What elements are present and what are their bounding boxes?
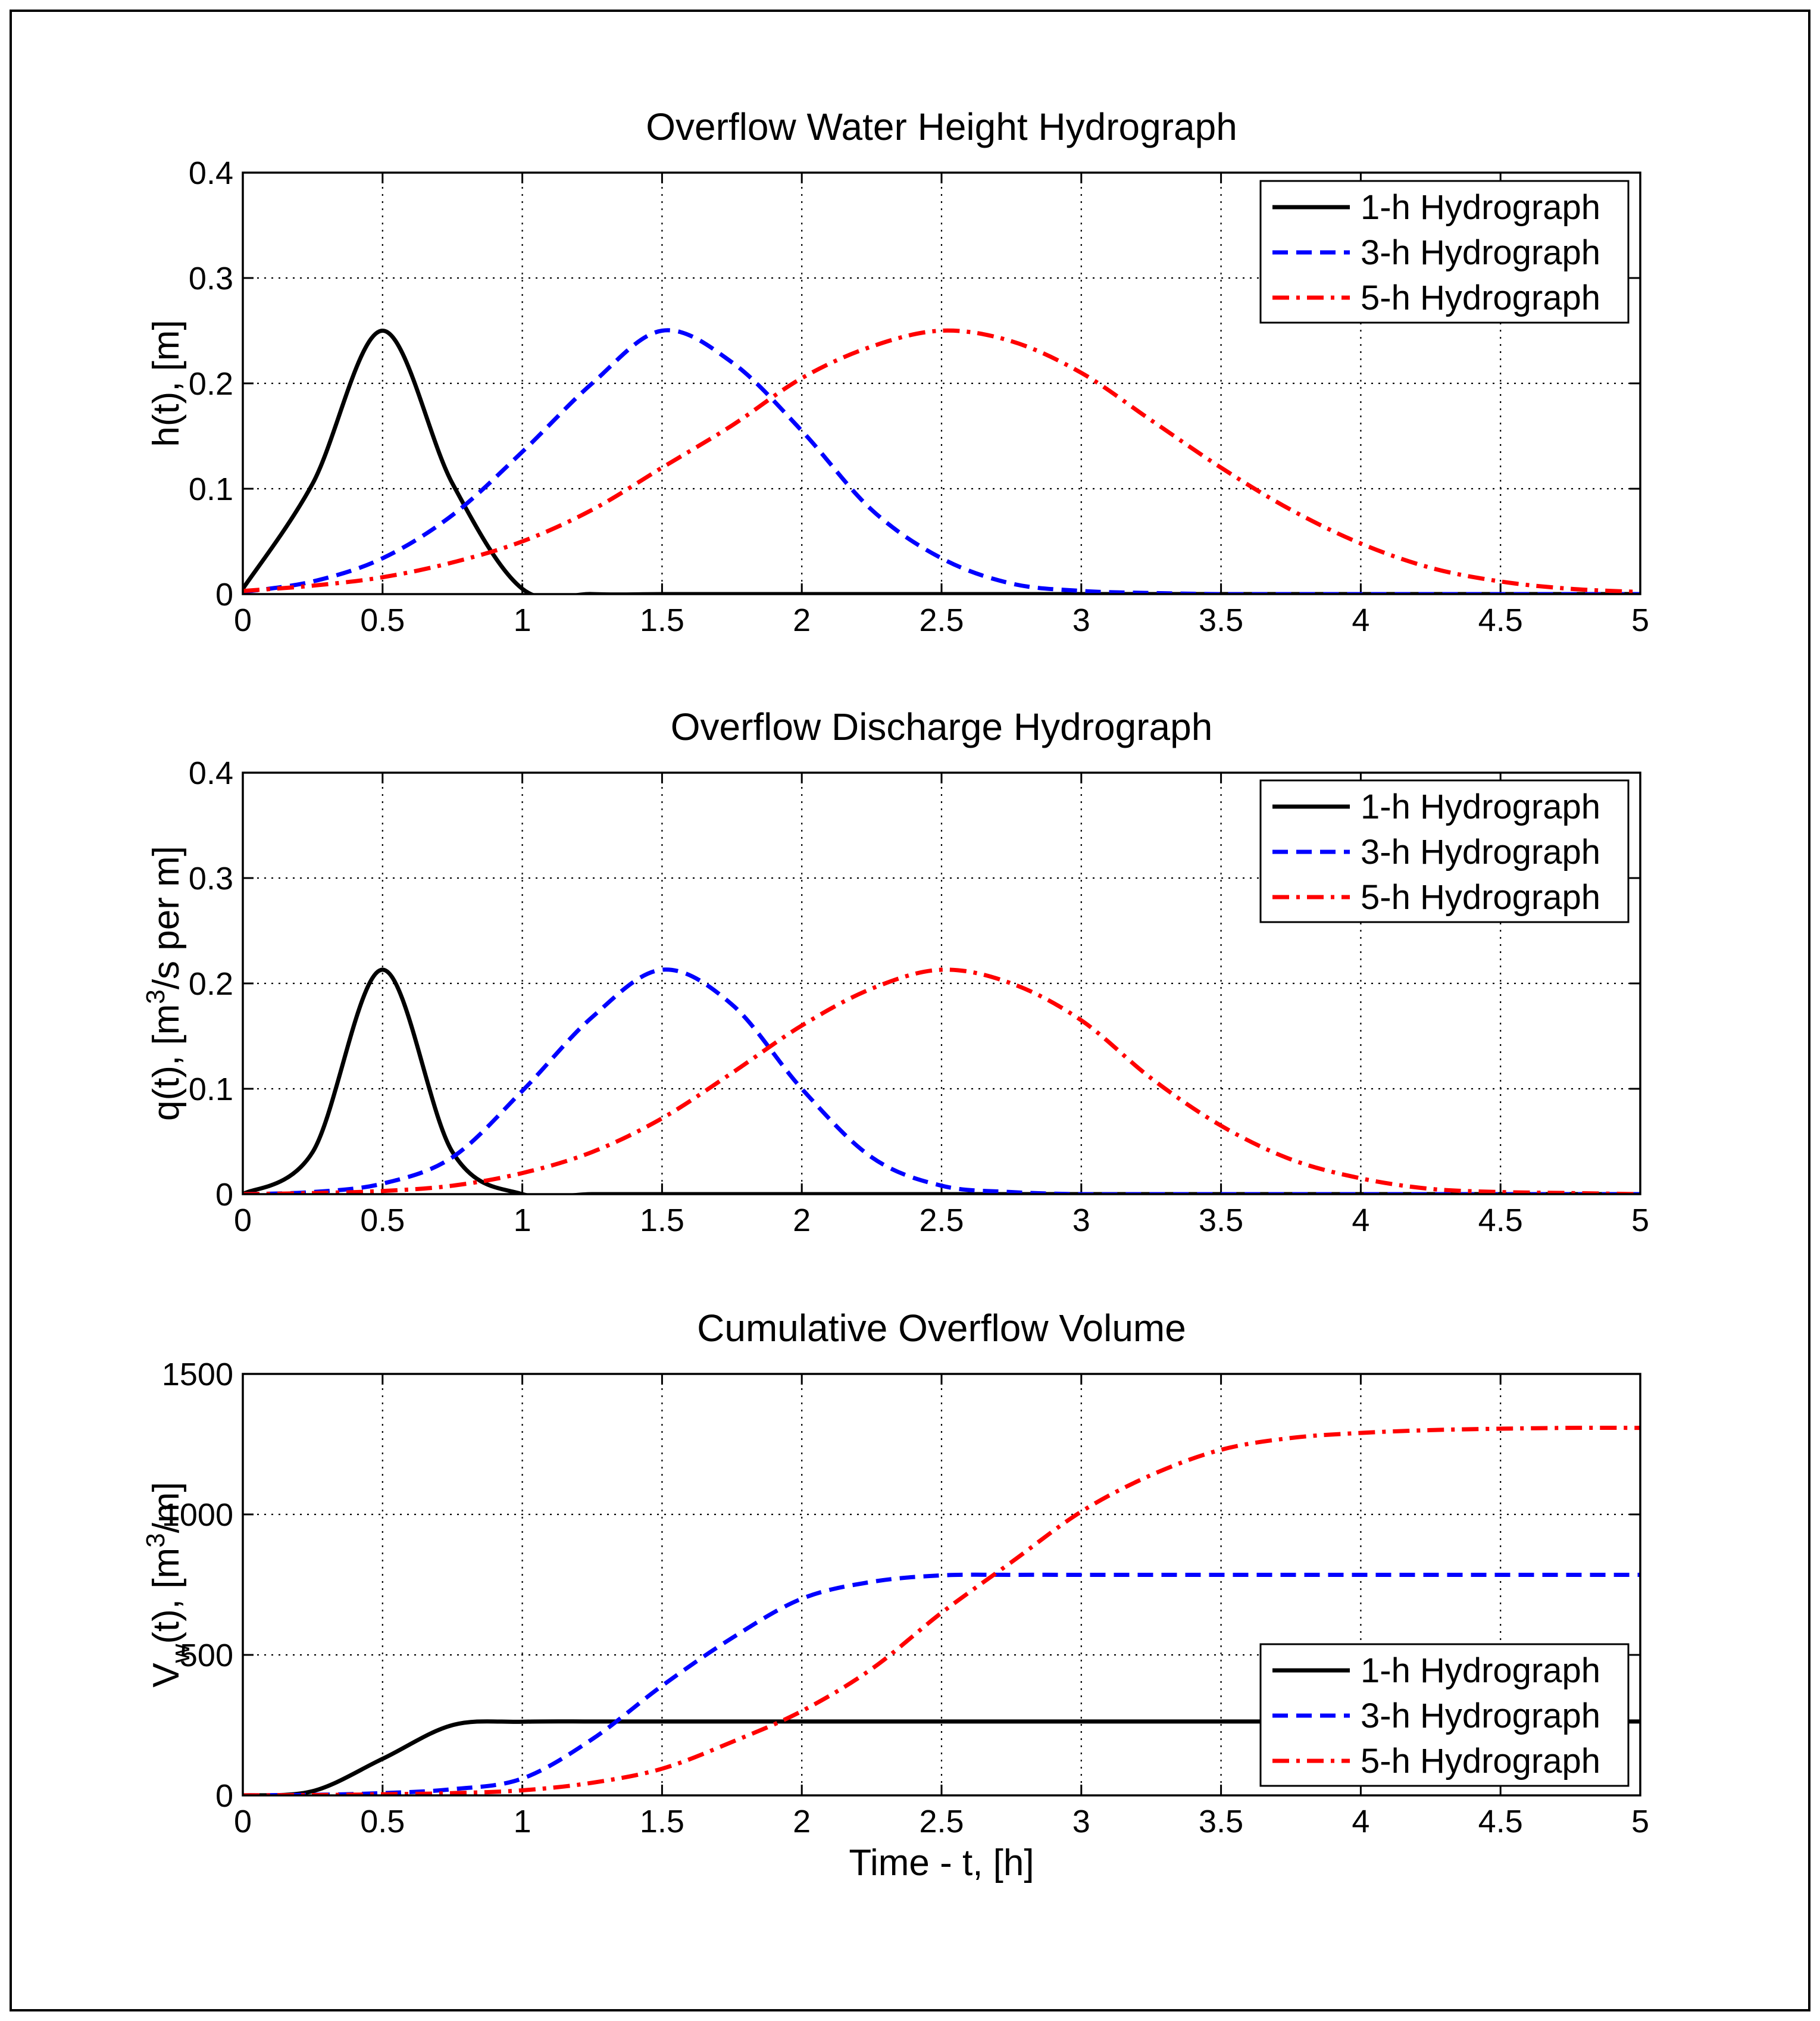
x-tick-label: 1.5 xyxy=(640,1804,684,1839)
x-tick-label: 0 xyxy=(234,1804,252,1839)
x-tick-label: 0.5 xyxy=(360,602,405,638)
x-tick-label: 3 xyxy=(1072,1202,1090,1238)
x-tick-label: 1 xyxy=(514,602,531,638)
series-line-5-h-hydrograph xyxy=(243,967,1640,1194)
x-tick-label: 5 xyxy=(1631,602,1649,638)
y-tick-label: 0.1 xyxy=(189,471,233,507)
x-tick-label: 5 xyxy=(1631,1804,1649,1839)
legend-label: 1-h Hydrograph xyxy=(1361,188,1600,227)
axes-box xyxy=(242,171,1641,595)
series-line-1-h-hydrograph xyxy=(243,329,1640,594)
x-tick-label: 4.5 xyxy=(1478,602,1523,638)
chart-panel-2: 0 0.5 1 1.5 2 2.5 3 3.5 4 4.5 5 0 0.1 0.2 0.3 0.4 Overfl… xyxy=(141,705,1649,1238)
x-tick-label: 1.5 xyxy=(640,602,684,638)
legend-label: 3-h Hydrograph xyxy=(1361,833,1600,872)
y-tick-label: 0.1 xyxy=(189,1072,233,1107)
x-tick-label: 1.5 xyxy=(640,1202,684,1238)
x-tick-label: 2.5 xyxy=(919,1804,964,1839)
legend: 1-h Hydrograph 3-h Hydrograph 5-h Hydrogra… xyxy=(1259,779,1630,923)
x-tick-label: 3 xyxy=(1072,1804,1090,1839)
axes-box xyxy=(242,771,1641,1195)
x-tick-label: 3 xyxy=(1072,602,1090,638)
x-axis-label: Time - t, [h] xyxy=(849,1842,1034,1883)
chart-title: Overflow Water Height Hydrograph xyxy=(646,105,1237,148)
x-tick-label: 3.5 xyxy=(1199,1202,1243,1238)
y-tick-label: 0.4 xyxy=(189,755,233,791)
panels: 0 0.5 1 1.5 2 2.5 3 3.5 4 4.5 5 0 0.1 0.2 0.3 0.4 Overfl… xyxy=(141,105,1649,1883)
series-line-3-h-hydrograph xyxy=(243,328,1640,594)
x-tick-label: 1 xyxy=(514,1202,531,1238)
legend: 1-h Hydrograph 3-h Hydrograph 5-h Hydrogra… xyxy=(1259,180,1630,324)
legend-label: 3-h Hydrograph xyxy=(1361,233,1600,272)
y-tick-label: 0.3 xyxy=(189,861,233,897)
x-tick-label: 5 xyxy=(1631,1202,1649,1238)
x-tick-label: 2 xyxy=(793,1804,811,1839)
legend-label: 1-h Hydrograph xyxy=(1361,788,1600,826)
y-axis-label: Vw(t), [m3/m] xyxy=(141,1482,195,1688)
x-tick-label: 1 xyxy=(514,1804,531,1839)
y-tick-label: 500 xyxy=(180,1638,233,1673)
y-tick-label: 0.2 xyxy=(189,366,233,402)
legend-label: 3-h Hydrograph xyxy=(1361,1697,1600,1735)
legend-label: 5-h Hydrograph xyxy=(1361,279,1600,317)
y-axis-label: h(t), [m] xyxy=(146,320,187,447)
series-line-5-h-hydrograph xyxy=(243,1426,1640,1795)
chart-panel-3: 0 0.5 1 1.5 2 2.5 3 3.5 4 4.5 5 0 500 1000 1500 Cumulat… xyxy=(141,1307,1649,1883)
y-tick-label: 0 xyxy=(215,577,233,613)
x-tick-label: 0 xyxy=(234,1202,252,1238)
y-tick-label: 1500 xyxy=(162,1357,233,1392)
y-tick-label: 0 xyxy=(215,1778,233,1814)
y-tick-label: 1000 xyxy=(162,1497,233,1533)
y-axis-label: q(t), [m3/s per m] xyxy=(141,846,187,1121)
x-tick-label: 4 xyxy=(1352,1202,1369,1238)
x-tick-label: 2 xyxy=(793,1202,811,1238)
x-tick-label: 4 xyxy=(1352,602,1369,638)
x-tick-label: 2 xyxy=(793,602,811,638)
series-line-5-h-hydrograph xyxy=(243,328,1640,594)
x-tick-label: 4.5 xyxy=(1478,1202,1523,1238)
x-tick-label: 2.5 xyxy=(919,1202,964,1238)
x-tick-label: 3.5 xyxy=(1199,602,1243,638)
y-tick-label: 0 xyxy=(215,1177,233,1213)
y-tick-label: 0.2 xyxy=(189,966,233,1002)
series-line-3-h-hydrograph xyxy=(243,1572,1640,1795)
x-tick-label: 2.5 xyxy=(919,602,964,638)
x-tick-label: 4 xyxy=(1352,1804,1369,1839)
chart-title: Cumulative Overflow Volume xyxy=(697,1307,1186,1350)
x-tick-label: 4.5 xyxy=(1478,1804,1523,1839)
x-tick-label: 3.5 xyxy=(1199,1804,1243,1839)
chart-title: Overflow Discharge Hydrograph xyxy=(671,705,1213,748)
x-tick-label: 0.5 xyxy=(360,1202,405,1238)
legend-label: 1-h Hydrograph xyxy=(1361,1651,1600,1690)
x-tick-label: 0.5 xyxy=(360,1804,405,1839)
legend: 1-h Hydrograph 3-h Hydrograph 5-h Hydrogra… xyxy=(1259,1643,1630,1787)
axes-box xyxy=(242,1373,1641,1797)
legend-label: 5-h Hydrograph xyxy=(1361,878,1600,917)
x-tick-label: 0 xyxy=(234,602,252,638)
y-tick-label: 0.3 xyxy=(189,261,233,296)
y-tick-label: 0.4 xyxy=(189,155,233,191)
legend-label: 5-h Hydrograph xyxy=(1361,1742,1600,1781)
chart-panel-1: 0 0.5 1 1.5 2 2.5 3 3.5 4 4.5 5 0 0.1 0.2 0.3 0.4 Overfl… xyxy=(146,105,1649,638)
